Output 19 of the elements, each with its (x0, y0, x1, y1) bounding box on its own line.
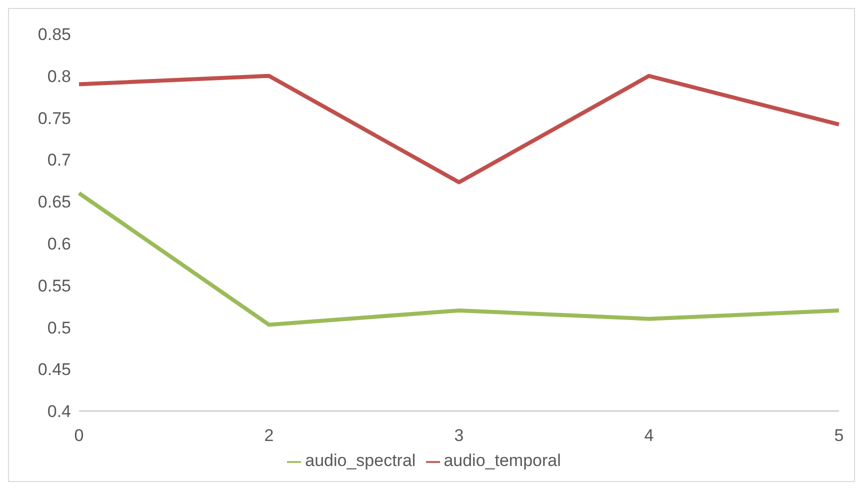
y-tick-label: 0.65 (38, 192, 71, 212)
y-tick-label: 0.7 (47, 150, 71, 170)
legend-label: audio_spectral (305, 451, 416, 470)
y-tick-label: 0.45 (38, 360, 71, 380)
y-tick-label: 0.4 (47, 402, 71, 422)
legend-label: audio_temporal (444, 451, 561, 470)
x-tick-label: 2 (264, 426, 274, 446)
y-tick-label: 0.75 (38, 108, 71, 128)
y-tick-label: 0.55 (38, 276, 71, 296)
x-tick-label: 4 (644, 426, 654, 446)
x-tick-label: 0 (74, 426, 84, 446)
line-series (77, 74, 841, 184)
x-tick-label: 3 (454, 426, 464, 446)
y-tick-label: 0.6 (47, 234, 71, 254)
y-tick-label: 0.8 (47, 66, 71, 86)
y-tick-label: 0.85 (38, 25, 71, 44)
y-tick-label: 0.5 (47, 318, 71, 338)
x-tick-label: 5 (834, 426, 844, 446)
line-series (77, 191, 841, 327)
